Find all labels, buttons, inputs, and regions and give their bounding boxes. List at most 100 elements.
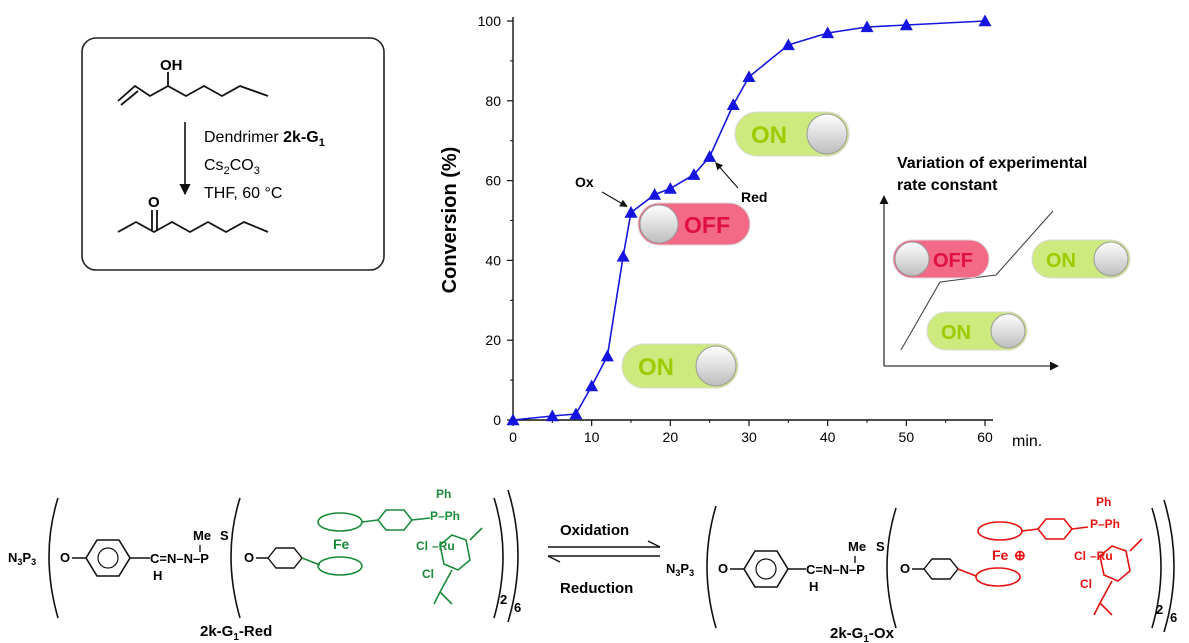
inset-switch-on-bottom: ON — [926, 311, 1028, 351]
svg-text:Oxidation: Oxidation — [560, 522, 629, 539]
x-tick-label: 50 — [899, 429, 915, 445]
svg-text:OFF: OFF — [684, 212, 730, 238]
svg-text:ON: ON — [941, 322, 971, 344]
switch-off-main: OFF — [637, 202, 751, 246]
svg-text:H: H — [809, 579, 818, 594]
ketone-structure — [117, 210, 269, 234]
svg-text:Me: Me — [193, 528, 211, 543]
chart-annotations: Ox Red — [575, 162, 767, 207]
base-label: Cs2CO3 — [204, 157, 260, 177]
svg-text:⊕: ⊕ — [1014, 547, 1026, 563]
red-annotation: Red — [741, 189, 767, 205]
red-arrow — [715, 162, 739, 189]
inset-switch-on-right: ON — [1031, 239, 1131, 279]
alcohol-structure — [117, 72, 269, 106]
svg-text:6: 6 — [1170, 610, 1177, 625]
data-point — [569, 407, 583, 420]
svg-text:Cl: Cl — [422, 567, 434, 581]
y-tick-label: 60 — [485, 173, 501, 189]
svg-text:ON: ON — [1046, 250, 1076, 272]
svg-text:O: O — [718, 561, 728, 576]
svg-text:O: O — [60, 550, 70, 565]
svg-text:Cl: Cl — [1074, 549, 1086, 563]
reagent-label: Dendrimer 2k-G1 — [204, 129, 325, 149]
data-point — [648, 188, 662, 200]
chart-axes — [512, 17, 993, 421]
data-point — [781, 38, 795, 51]
y-tick-label: 40 — [485, 252, 501, 268]
x-tick-label: 30 — [741, 429, 757, 445]
data-point — [616, 249, 630, 262]
reaction-box: OH Dendrimer 2k-G1 Cs2CO3 THF, 60 °C O — [81, 37, 385, 271]
svg-text:Fe: Fe — [333, 536, 350, 552]
svg-text:N3P3: N3P3 — [666, 561, 694, 578]
inset-switch-off: OFF — [892, 239, 990, 279]
switch-on-main-lower: ON — [621, 343, 739, 389]
rate-constant-inset: Variation of experimental rate constant … — [879, 155, 1131, 371]
svg-text:–Ru: –Ru — [432, 539, 455, 553]
series-conversion — [506, 14, 992, 426]
svg-text:Reduction: Reduction — [560, 580, 633, 597]
data-point — [624, 206, 638, 218]
ox-annotation: Ox — [575, 174, 594, 190]
svg-text:C=N–N–P: C=N–N–P — [806, 562, 865, 577]
conversion-chart: 0 10 20 30 40 50 60 0 20 40 60 80 100 Conversion (%)… — [439, 13, 1042, 450]
chart-ticks: 0 10 20 30 40 50 60 0 20 40 60 80 100 — [478, 13, 993, 445]
dendrimer-ox-structure: N3P3 O C=N–N–P H Me S O Fe — [666, 495, 1177, 643]
x-tick-label: 40 — [820, 429, 836, 445]
o-label: O — [148, 194, 160, 211]
svg-text:S: S — [876, 539, 885, 554]
right-compound-label: 2k-G1-Ox — [830, 625, 895, 643]
y-tick-label: 80 — [485, 93, 501, 109]
data-point — [506, 413, 520, 426]
svg-text:C=N–N–P: C=N–N–P — [150, 551, 209, 566]
svg-text:S: S — [220, 528, 229, 543]
svg-text:Cl: Cl — [1080, 577, 1092, 591]
data-point — [899, 18, 913, 31]
svg-text:–Ru: –Ru — [1090, 549, 1113, 563]
data-point — [585, 379, 599, 392]
y-tick-label: 100 — [478, 13, 502, 29]
svg-text:6: 6 — [514, 600, 521, 615]
data-point — [663, 182, 677, 194]
svg-text:O: O — [900, 561, 910, 576]
data-point — [742, 70, 756, 83]
svg-text:N3P3: N3P3 — [8, 550, 36, 567]
x-tick-label: 60 — [977, 429, 993, 445]
svg-text:Cl: Cl — [416, 539, 428, 553]
svg-text:Ph: Ph — [436, 487, 451, 501]
svg-text:2: 2 — [1156, 602, 1163, 617]
inset-title-2: rate constant — [897, 177, 998, 194]
conditions-label: THF, 60 °C — [204, 185, 282, 202]
svg-text:2: 2 — [500, 592, 507, 607]
switch-on-main-upper: ON — [734, 111, 850, 157]
svg-text:P–Ph: P–Ph — [430, 509, 460, 523]
x-tick-label: 20 — [663, 429, 679, 445]
data-point — [821, 26, 835, 39]
inset-title-1: Variation of experimental — [897, 155, 1087, 172]
y-axis-label: Conversion (%) — [439, 147, 461, 294]
x-axis-label: min. — [1012, 433, 1042, 450]
data-point — [545, 409, 559, 422]
data-point — [703, 150, 717, 162]
data-point — [687, 168, 701, 180]
oh-label: OH — [160, 57, 183, 74]
svg-text:Me: Me — [848, 539, 866, 554]
y-tick-label: 0 — [493, 412, 501, 428]
svg-text:O: O — [244, 550, 254, 565]
svg-text:H: H — [153, 568, 162, 583]
svg-text:Ph: Ph — [1096, 495, 1111, 509]
svg-text:ON: ON — [751, 122, 787, 149]
data-point — [860, 20, 874, 33]
svg-text:P–Ph: P–Ph — [1090, 517, 1120, 531]
data-point — [726, 98, 740, 110]
svg-text:Fe: Fe — [992, 547, 1009, 563]
x-tick-label: 0 — [509, 429, 517, 445]
data-point — [978, 14, 992, 27]
left-compound-label: 2k-G1-Red — [200, 623, 272, 643]
svg-text:OFF: OFF — [933, 250, 973, 272]
dendrimer-red-structure: N3P3 O C=N–N–P H Me S O Fe — [8, 487, 521, 643]
svg-text:ON: ON — [638, 354, 674, 381]
ox-arrow — [601, 191, 628, 207]
